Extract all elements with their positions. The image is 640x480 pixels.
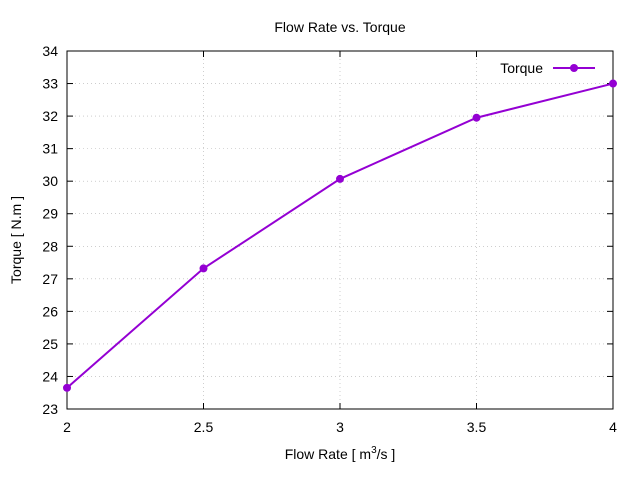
- y-tick-label: 30: [42, 173, 58, 189]
- data-point-torque: [609, 79, 617, 88]
- y-tick-label: 31: [42, 141, 58, 157]
- x-axis-label-main: Flow Rate [ m: [285, 446, 371, 462]
- x-tick-label: 2: [63, 419, 71, 435]
- x-tick-labels: 2 2.5 3 3.5 4: [63, 419, 617, 435]
- x-axis-label-tail: /s ]: [377, 446, 396, 462]
- y-tick-label: 33: [42, 76, 58, 92]
- y-tick-labels: 23 24 25 26 27 28 29 30 31 32 33 34: [42, 43, 58, 417]
- x-axis-label-superscript: 3: [371, 445, 377, 456]
- legend: Torque: [500, 60, 595, 76]
- y-tick-label: 28: [42, 238, 58, 254]
- x-tick-label: 3.5: [467, 419, 487, 435]
- data-point-torque: [472, 113, 481, 122]
- y-tick-label: 25: [42, 336, 58, 352]
- y-axis-label: Torque [ N.m ]: [8, 196, 24, 284]
- y-tick-label: 24: [42, 368, 58, 384]
- x-tick-label: 4: [609, 419, 617, 435]
- y-tick-label: 29: [42, 206, 58, 222]
- data-point-torque: [63, 383, 71, 392]
- x-tick-label: 3: [336, 419, 344, 435]
- y-tick-label: 32: [42, 108, 58, 124]
- chart-title: Flow Rate vs. Torque: [274, 19, 405, 35]
- x-tick-label: 2.5: [194, 419, 214, 435]
- data-point-torque: [336, 174, 344, 183]
- y-tick-label: 23: [42, 401, 58, 417]
- y-tick-label: 34: [42, 43, 58, 59]
- y-tick-label: 26: [42, 303, 58, 319]
- data-point-torque: [199, 264, 208, 273]
- legend-marker-torque: [570, 64, 578, 72]
- series-layer: [63, 79, 617, 392]
- x-axis-label: Flow Rate [ m3/s ]: [285, 445, 396, 462]
- axis-ticks: [66, 50, 614, 410]
- y-tick-label: 27: [42, 271, 58, 287]
- legend-label-torque: Torque: [500, 60, 543, 76]
